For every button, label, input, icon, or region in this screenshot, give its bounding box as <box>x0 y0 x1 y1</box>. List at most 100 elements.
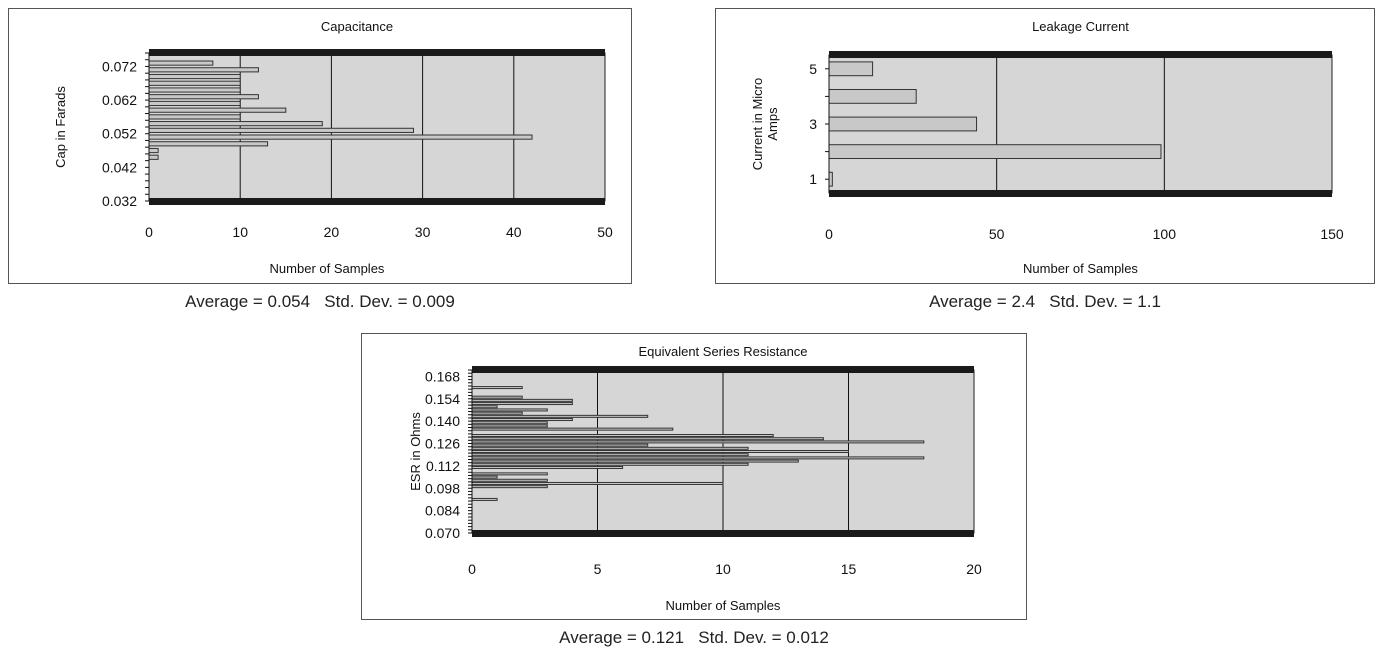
capacitance-bar-7 <box>148 107 287 113</box>
esr-stats: Average = 0.121 Std. Dev. = 0.012 <box>361 628 1027 648</box>
capacitance-y-tick-label: 0.062 <box>102 92 137 108</box>
capacitance-y-tick-label: 0.072 <box>102 58 137 74</box>
capacitance-bar-13 <box>148 147 159 154</box>
leakage-x-tick-label: 150 <box>1320 226 1344 242</box>
esr-y-tick-label: 0.154 <box>425 391 460 407</box>
capacitance-bar-9 <box>148 121 323 127</box>
esr-bar-28 <box>471 475 498 479</box>
esr-bar-30 <box>471 481 724 485</box>
capacitance-stats: Average = 0.054 Std. Dev. = 0.009 <box>8 292 632 312</box>
esr-bar-12 <box>471 424 548 428</box>
capacitance-title: Capacitance <box>321 19 393 34</box>
leakage-current-average: Average = 2.4 <box>929 292 1036 311</box>
esr-bar-19 <box>471 446 749 450</box>
esr-bar-4 <box>471 398 573 402</box>
esr-x-tick-label: 0 <box>468 561 476 577</box>
esr-chart: 0.168 0.154 0.140 0.126 0.112 0.098 0.084 0.070… <box>408 344 982 613</box>
esr-bar-27 <box>471 472 548 476</box>
capacitance-bar-8 <box>148 114 241 120</box>
capacitance-x-label: Number of Samples <box>270 261 385 276</box>
esr-title: Equivalent Series Resistance <box>638 344 807 359</box>
capacitance-x-tick-label: 0 <box>145 224 153 240</box>
esr-bar-0 <box>471 386 523 390</box>
esr-y-label: ESR in Ohms <box>408 412 423 491</box>
capacitance-x-tick-label: 40 <box>506 224 522 240</box>
capacitance-stddev: Std. Dev. = 0.009 <box>324 292 455 311</box>
capacitance-x-tick-label: 10 <box>232 224 248 240</box>
esr-y-tick-label: 0.168 <box>425 368 460 384</box>
esr-bar-22 <box>471 456 925 460</box>
leakage-bar-3 <box>828 144 1162 159</box>
capacitance-bar-0 <box>148 60 214 66</box>
esr-x-tick-label: 10 <box>715 561 731 577</box>
esr-bar-29 <box>471 478 548 482</box>
esr-x-tick-label: 5 <box>594 561 602 577</box>
capacitance-x-tick-label: 20 <box>324 224 340 240</box>
leakage-y-label: Current in MicroAmps <box>750 78 780 170</box>
capacitance-y-tick-label: 0.042 <box>102 159 137 175</box>
esr-x-label: Number of Samples <box>666 598 781 613</box>
esr-bar-18 <box>471 443 649 447</box>
esr-y-tick-label: 0.140 <box>425 413 460 429</box>
esr-chart-panel: 0.168 0.154 0.140 0.126 0.112 0.098 0.084 0.070… <box>361 333 1027 620</box>
esr-bar-24 <box>471 462 749 466</box>
esr-bar-15 <box>471 434 774 438</box>
leakage-bar-2 <box>828 116 978 132</box>
leakage-y-label-line: Amps <box>765 107 780 141</box>
capacitance-frame-top <box>149 49 605 56</box>
capacitance-x-tick-label: 50 <box>597 224 613 240</box>
esr-frame-top <box>472 366 974 373</box>
esr-average: Average = 0.121 <box>559 628 685 647</box>
esr-bar-3 <box>471 395 523 399</box>
esr-bar-20 <box>471 450 849 453</box>
capacitance-bar-5 <box>148 94 259 100</box>
capacitance-frame-bottom <box>149 198 605 205</box>
esr-bar-11 <box>471 421 548 425</box>
esr-y-tick-label: 0.084 <box>425 503 460 519</box>
esr-bar-21 <box>471 453 749 457</box>
leakage-y-tick-label: 5 <box>809 61 817 77</box>
esr-bar-8 <box>471 411 523 415</box>
esr-bar-23 <box>471 459 799 463</box>
capacitance-average: Average = 0.054 <box>185 292 311 311</box>
capacitance-bar-12 <box>148 141 269 147</box>
esr-bar-6 <box>471 405 498 409</box>
leakage-current-chart: 5 3 1 0 50 100 150 Leakage Current Number of Sam… <box>750 19 1344 276</box>
leakage-bar-4 <box>828 171 833 187</box>
esr-bar-16 <box>471 437 824 441</box>
esr-bar-7 <box>471 408 548 412</box>
capacitance-y-tick-label: 0.052 <box>102 126 137 142</box>
esr-x-tick-label: 20 <box>966 561 982 577</box>
capacitance-chart: 0.072 0.062 0.052 0.042 0.032 0 10 20 30 40 50 Capa… <box>53 19 613 276</box>
esr-bar-9 <box>471 414 649 418</box>
leakage-y-tick-label: 3 <box>809 116 817 132</box>
leakage-title: Leakage Current <box>1032 19 1129 34</box>
leakage-x-label: Number of Samples <box>1023 261 1138 276</box>
leakage-current-chart-panel: 5 3 1 0 50 100 150 Leakage Current Number of Sam… <box>715 8 1375 284</box>
capacitance-bar-11 <box>148 134 533 140</box>
esr-frame-bottom <box>472 530 974 537</box>
leakage-y-label-line: Current in Micro <box>750 78 765 170</box>
leakage-bar-0 <box>828 61 874 77</box>
esr-bar-31 <box>471 485 548 489</box>
capacitance-bar-2 <box>148 73 241 80</box>
leakage-x-tick-label: 50 <box>989 226 1005 242</box>
capacitance-bar-10 <box>148 127 414 133</box>
esr-bar-5 <box>471 402 573 406</box>
esr-y-tick-label: 0.126 <box>425 436 460 452</box>
esr-bar-10 <box>471 418 573 422</box>
esr-bar-35 <box>471 497 498 501</box>
capacitance-y-tick-label: 0.032 <box>102 193 137 209</box>
leakage-x-tick-label: 0 <box>825 226 833 242</box>
capacitance-bar-6 <box>148 100 241 107</box>
esr-bar-13 <box>471 427 674 431</box>
capacitance-chart-panel: 0.072 0.062 0.052 0.042 0.032 0 10 20 30 40 50 Capa… <box>8 8 632 284</box>
leakage-frame-bottom <box>829 190 1332 197</box>
esr-bar-17 <box>471 440 925 444</box>
esr-y-tick-label: 0.070 <box>425 525 460 541</box>
leakage-y-tick-label: 1 <box>809 171 817 187</box>
leakage-bar-1 <box>828 89 917 104</box>
esr-y-tick-label: 0.098 <box>425 480 460 496</box>
leakage-x-tick-label: 100 <box>1153 226 1177 242</box>
leakage-current-stddev: Std. Dev. = 1.1 <box>1049 292 1161 311</box>
